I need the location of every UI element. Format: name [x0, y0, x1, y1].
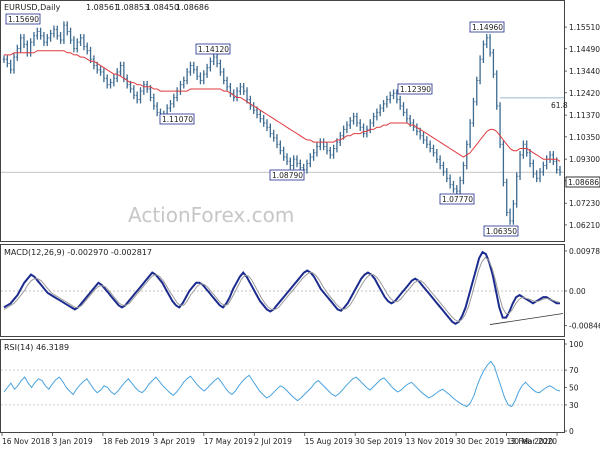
macd-y-tick-label: 0.00978	[569, 247, 600, 256]
rsi-y-tick-label: 50	[569, 384, 579, 393]
macd-series	[3, 250, 564, 325]
ohlc-close: 1.08686	[176, 3, 209, 12]
annotation-box	[439, 193, 475, 205]
annotation-box	[397, 83, 433, 95]
price-title: EURUSD,Daily	[4, 3, 61, 12]
moving-average-line	[4, 50, 561, 162]
reference-lines	[1, 97, 564, 406]
annotation-label: 1.06350	[486, 227, 517, 236]
macd-y-tick-label: 0.00	[569, 287, 586, 296]
annotation-label: 1.11070	[162, 115, 193, 124]
x-ticks: 16 Nov 2018 3 Jan 2019 18 Feb 2019 3 Apr 20…	[1, 432, 558, 446]
price-y-tick-label: 1.15510	[569, 23, 600, 32]
rsi-y-tick-label: 100	[569, 340, 584, 349]
price-y-tick-label: 1.10350	[569, 133, 600, 142]
x-tick-label: 13 Feb 2020	[507, 437, 554, 446]
macd-title: MACD(12,26,9) -0.002970 -0.002817	[4, 248, 152, 257]
macd-signal-line	[3, 256, 561, 323]
annotation-box	[159, 113, 195, 125]
x-tick-label: 17 May 2019	[204, 437, 253, 446]
price-y-tick-label: 1.13440	[569, 67, 600, 76]
current-price-box	[565, 176, 600, 188]
x-tick-label: 18 Feb 2019	[103, 437, 150, 446]
macd-y-ticks: 0.00978 0.00 -0.008464	[564, 247, 600, 331]
x-tick-label: 30 Mar 2020	[509, 437, 557, 446]
watermark: ActionForex.com	[128, 203, 294, 227]
ohlc-open: 1.08561	[86, 3, 119, 12]
price-y-ticks: 1.15510 1.14490 1.13440 1.12420 1.11370 1.103…	[564, 23, 600, 230]
rsi-panel	[0, 339, 565, 433]
annotation-label: 1.15690	[8, 15, 39, 24]
x-tick-label: 3 Jan 2019	[52, 437, 92, 446]
price-y-tick-label: 1.11370	[569, 111, 600, 120]
annotation-label: 1.14120	[198, 45, 229, 54]
price-series	[2, 21, 562, 225]
x-tick-label: 16 Nov 2018	[2, 437, 50, 446]
annotation-label: 1.12390	[400, 85, 431, 94]
rsi-title: RSI(14) 46.3189	[4, 343, 69, 352]
price-annotations: 1.15690 1.14120 1.11070 1.08790 1.12390 1.077…	[5, 13, 519, 237]
price-y-tick-label: 1.12420	[569, 89, 600, 98]
fib-label: 61.8	[551, 101, 568, 110]
annotation-box	[5, 13, 41, 25]
rsi-line	[3, 360, 561, 408]
rsi-series	[3, 360, 561, 408]
macd-trend-line	[489, 313, 564, 325]
x-tick-label: 13 Nov 2019	[406, 437, 454, 446]
ohlc-high: 1.08853	[116, 3, 149, 12]
x-tick-label: 30 Sep 2019	[355, 437, 403, 446]
x-tick-label: 2 Jul 2019	[254, 437, 292, 446]
annotation-box	[269, 169, 305, 181]
annotation-box	[195, 43, 231, 55]
macd-line	[3, 250, 560, 325]
current-price-label: 1.08686	[568, 178, 599, 187]
price-y-tick-label: 1.07230	[569, 199, 600, 208]
rsi-y-tick-label: 30	[569, 401, 579, 410]
annotation-label: 1.07770	[442, 195, 473, 204]
x-tick-label: 30 Dec 2019	[456, 437, 504, 446]
x-tick-label: 3 Apr 2019	[153, 437, 195, 446]
annotation-box	[483, 225, 519, 237]
x-tick-label: 15 Aug 2019	[305, 437, 353, 446]
rsi-y-tick-label: 0	[569, 427, 574, 436]
price-y-tick-label: 1.14490	[569, 45, 600, 54]
macd-y-tick-label: -0.008464	[569, 322, 600, 331]
annotation-box	[469, 21, 505, 33]
price-y-tick-label: 1.09300	[569, 155, 600, 164]
annotation-label: 1.08790	[272, 171, 303, 180]
price-y-tick-label: 1.06210	[569, 221, 600, 230]
ohlc-low: 1.08450	[146, 3, 179, 12]
rsi-y-tick-label: 70	[569, 366, 579, 375]
annotation-label: 1.14960	[472, 23, 503, 32]
rsi-y-ticks: 100 70 50 30 0	[564, 340, 584, 436]
